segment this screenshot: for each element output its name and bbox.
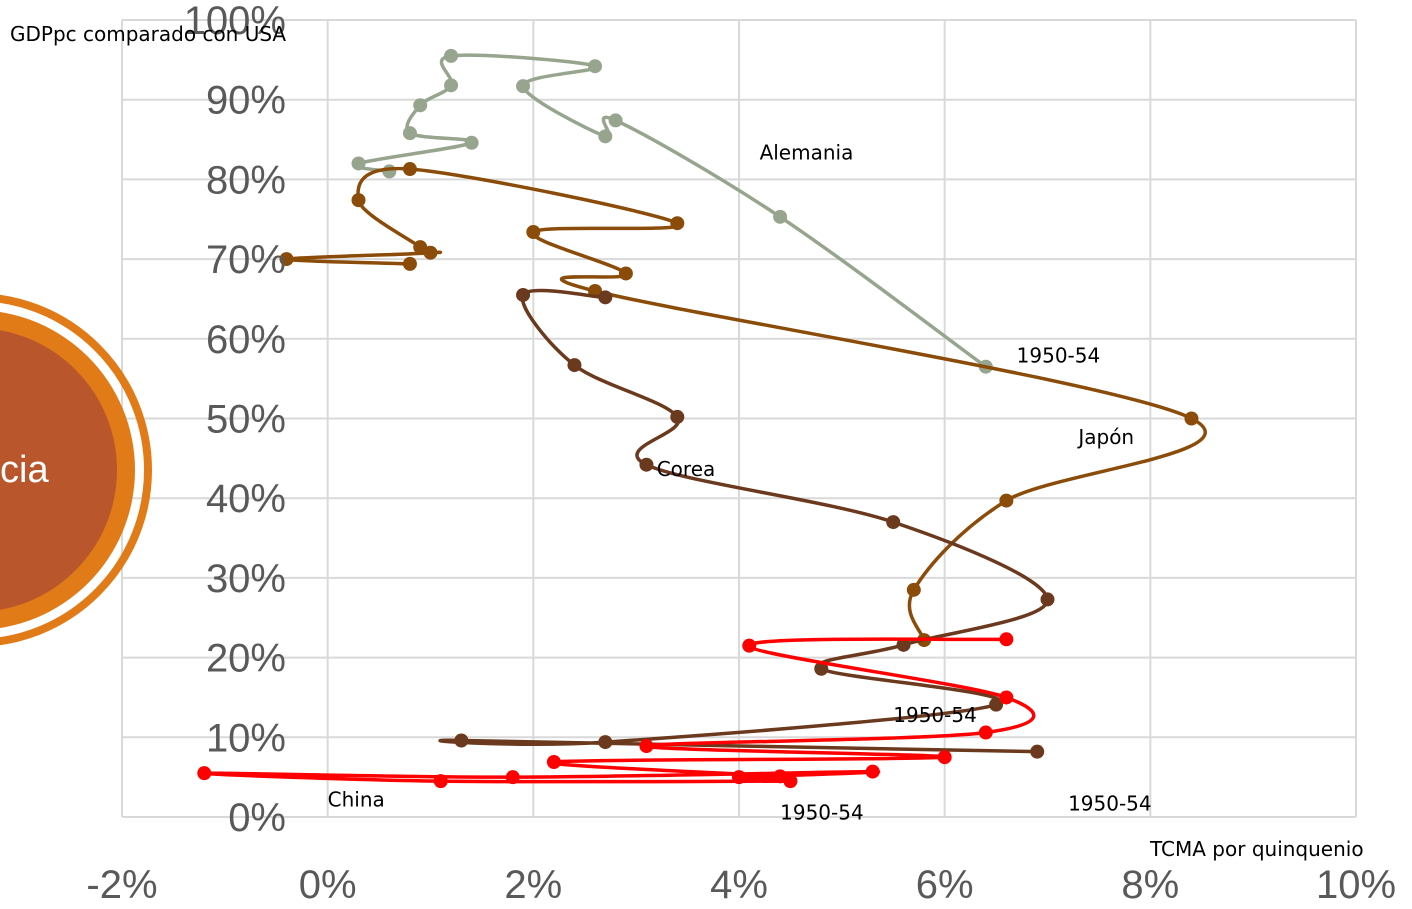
data-point-japon [279, 252, 294, 267]
data-point-corea [814, 661, 829, 676]
data-point-china [978, 725, 993, 740]
deco-partial-text: cia [0, 449, 49, 491]
data-point-alemania [598, 129, 613, 144]
y-tick-label: 0% [228, 796, 286, 840]
series-layer [197, 48, 1207, 789]
x-tick-label: -2% [86, 863, 157, 907]
annotation-label: China [328, 788, 385, 812]
data-point-alemania [464, 135, 479, 150]
annotations: Alemania 1950-54 Japón Corea 1950-54 China 195… [328, 140, 1152, 824]
y-tick-label: 30% [206, 557, 286, 601]
series-china [197, 632, 1036, 789]
data-point-alemania [351, 156, 366, 171]
data-point-china [999, 690, 1014, 705]
data-point-japon [413, 240, 428, 255]
x-tick-label: 0% [299, 863, 357, 907]
data-point-japon [618, 266, 633, 281]
x-tick-label: 8% [1121, 863, 1179, 907]
data-point-corea [598, 290, 613, 305]
series-alemania [351, 48, 993, 374]
data-point-japon [906, 582, 921, 597]
annotation-label: 1950-54 [893, 703, 977, 727]
data-point-corea [896, 637, 911, 652]
annotation-label: Japón [1076, 425, 1134, 449]
series-japon [279, 162, 1207, 648]
x-tick-label: 4% [710, 863, 768, 907]
data-point-japon [670, 216, 685, 231]
data-point-alemania [402, 126, 417, 141]
annotation-label: Corea [657, 457, 716, 481]
y-tick-label: 80% [206, 158, 286, 202]
decorative-circle: cia [0, 294, 152, 646]
y-tick-label: 70% [206, 238, 286, 282]
x-tick-label: 10% [1316, 863, 1396, 907]
series-line-japon [284, 166, 1207, 641]
data-point-china [197, 766, 212, 781]
data-point-alemania [588, 59, 603, 74]
x-tick-label: 6% [916, 863, 974, 907]
data-point-alemania [444, 78, 459, 93]
data-point-alemania [382, 164, 397, 179]
y-tick-label: 20% [206, 637, 286, 681]
y-tick-label: 40% [206, 477, 286, 521]
data-point-corea [639, 457, 654, 472]
data-point-japon [402, 256, 417, 271]
data-point-corea [598, 735, 613, 750]
data-point-china [999, 632, 1014, 647]
data-point-china [773, 769, 788, 784]
y-tick-label: 100% [184, 0, 286, 43]
series-line-alemania [353, 53, 987, 369]
x-tick-label: 2% [504, 863, 562, 907]
data-point-alemania [608, 113, 623, 128]
data-point-china [505, 770, 520, 785]
data-point-china [433, 774, 448, 789]
gridlines [121, 19, 1357, 818]
tick-labels: 0% 10% 20% 30% 40% 50% 60% 70% 80% 90% 100% -2% 0% 2%… [86, 0, 1396, 907]
y-tick-label: 10% [206, 716, 286, 760]
data-point-japon [423, 245, 438, 260]
data-point-corea [886, 515, 901, 530]
data-point-alemania [413, 98, 428, 113]
y-tick-label: 90% [206, 79, 286, 123]
series-corea [438, 287, 1055, 759]
data-point-corea [989, 697, 1004, 712]
x-axis-title: TCMA por quinquenio [1149, 837, 1364, 861]
data-point-alemania [516, 79, 531, 94]
annotation-label: 1950-54 [780, 800, 864, 824]
annotation-label: Alemania [760, 140, 854, 164]
data-point-china [865, 764, 880, 779]
y-tick-label: 50% [206, 398, 286, 442]
deco-inner-fill [0, 330, 117, 610]
data-point-japon [1184, 411, 1199, 426]
y-axis-title: GDPpc comparado con USA [10, 22, 286, 46]
data-point-corea [516, 287, 531, 302]
data-point-corea [1030, 744, 1045, 759]
data-point-alemania [773, 209, 788, 224]
data-point-china [546, 755, 561, 770]
data-point-corea [670, 409, 685, 424]
data-point-japon [351, 193, 366, 208]
data-point-china [937, 750, 952, 765]
annotation-label: 1950-54 [1017, 344, 1101, 368]
data-point-china [732, 770, 746, 785]
data-point-japon [402, 162, 417, 177]
deco-outer-ring [0, 294, 152, 646]
data-point-corea [1040, 592, 1055, 607]
data-point-corea [567, 358, 582, 373]
y-tick-label: 60% [206, 318, 286, 362]
data-point-china [742, 638, 757, 653]
annotation-label: 1950-54 [1068, 792, 1152, 816]
data-point-japon [999, 493, 1014, 508]
data-point-japon [526, 225, 541, 240]
data-point-alemania [444, 48, 459, 63]
data-point-china [639, 739, 654, 754]
data-point-corea [454, 733, 469, 748]
